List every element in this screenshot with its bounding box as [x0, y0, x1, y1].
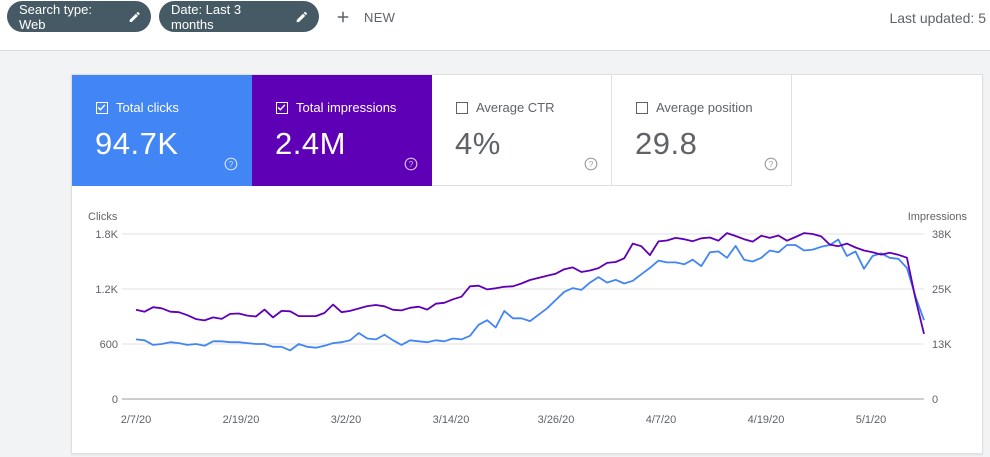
svg-text:?: ?	[409, 160, 414, 169]
search-type-chip-label: Search type: Web	[19, 1, 92, 32]
right-axis-tick-label: 38K	[932, 229, 952, 241]
new-filter-label: NEW	[364, 9, 396, 25]
checkbox-checked-icon[interactable]	[96, 101, 108, 114]
series-line-clicks	[135, 238, 925, 352]
performance-card: Total clicks 94.7K ? Total impressions 2…	[71, 74, 983, 454]
help-icon[interactable]: ?	[224, 157, 238, 171]
x-axis-tick-label: 2/7/20	[121, 414, 152, 426]
checkbox-checked-icon[interactable]	[276, 101, 288, 114]
search-type-chip[interactable]: Search type: Web	[7, 1, 151, 32]
svg-text:?: ?	[589, 160, 594, 169]
metric-tile-average-position[interactable]: Average position 29.8 ?	[612, 75, 792, 186]
new-filter-button[interactable]: NEW	[334, 4, 395, 30]
edit-pencil-icon	[296, 11, 308, 22]
left-axis-tick-label: 0	[112, 394, 118, 406]
x-axis-tick-label: 4/7/20	[646, 414, 677, 426]
left-axis-tick-label: 1.2K	[95, 284, 118, 296]
metric-label: Average position	[656, 100, 753, 115]
last-updated-text: Last updated: 5	[889, 10, 986, 26]
metric-label: Total impressions	[296, 100, 397, 115]
metric-value: 2.4M	[275, 126, 346, 161]
right-axis-tick-label: 25K	[932, 284, 952, 296]
x-axis-tick-label: 5/1/20	[856, 414, 887, 426]
metric-value: 4%	[455, 126, 501, 161]
checkbox-unchecked-icon[interactable]	[456, 101, 468, 114]
series-line-impressions	[135, 232, 925, 335]
metric-label: Total clicks	[116, 100, 179, 115]
help-icon[interactable]: ?	[764, 157, 778, 171]
metric-value: 94.7K	[95, 126, 179, 161]
x-axis-tick-label: 3/14/20	[433, 414, 470, 426]
metric-tile-total-impressions[interactable]: Total impressions 2.4M ?	[252, 75, 432, 186]
x-axis-tick-label: 2/19/20	[223, 414, 260, 426]
checkbox-unchecked-icon[interactable]	[636, 101, 648, 114]
metric-tile-average-ctr[interactable]: Average CTR 4% ?	[432, 75, 612, 186]
plus-icon	[337, 11, 349, 23]
x-axis-tick-label: 3/2/20	[331, 414, 362, 426]
right-axis-tick-label: 0	[932, 394, 938, 406]
right-axis-tick-label: 13K	[932, 339, 952, 351]
top-toolbar: Search type: Web Date: Last 3 months NEW…	[0, 0, 990, 51]
date-range-chip-label: Date: Last 3 months	[171, 1, 242, 32]
help-icon[interactable]: ?	[584, 157, 598, 171]
performance-line-chart: Clicks Impressions 0 0 600 13K 1.2K 25K 1.8K 38…	[88, 211, 968, 426]
left-axis-tick-label: 1.8K	[95, 229, 118, 241]
date-range-chip[interactable]: Date: Last 3 months	[159, 1, 319, 32]
help-icon[interactable]: ?	[404, 157, 418, 171]
svg-text:?: ?	[769, 160, 774, 169]
metric-tile-total-clicks[interactable]: Total clicks 94.7K ?	[72, 75, 252, 186]
left-axis-title: Clicks	[88, 211, 118, 223]
x-axis-tick-label: 3/26/20	[538, 414, 575, 426]
metric-label: Average CTR	[476, 100, 555, 115]
svg-text:?: ?	[229, 160, 234, 169]
left-axis-tick-label: 600	[100, 339, 118, 351]
edit-pencil-icon	[129, 11, 140, 22]
x-axis-tick-label: 4/19/20	[748, 414, 785, 426]
right-axis-title: Impressions	[908, 211, 968, 223]
metric-value: 29.8	[635, 126, 698, 161]
